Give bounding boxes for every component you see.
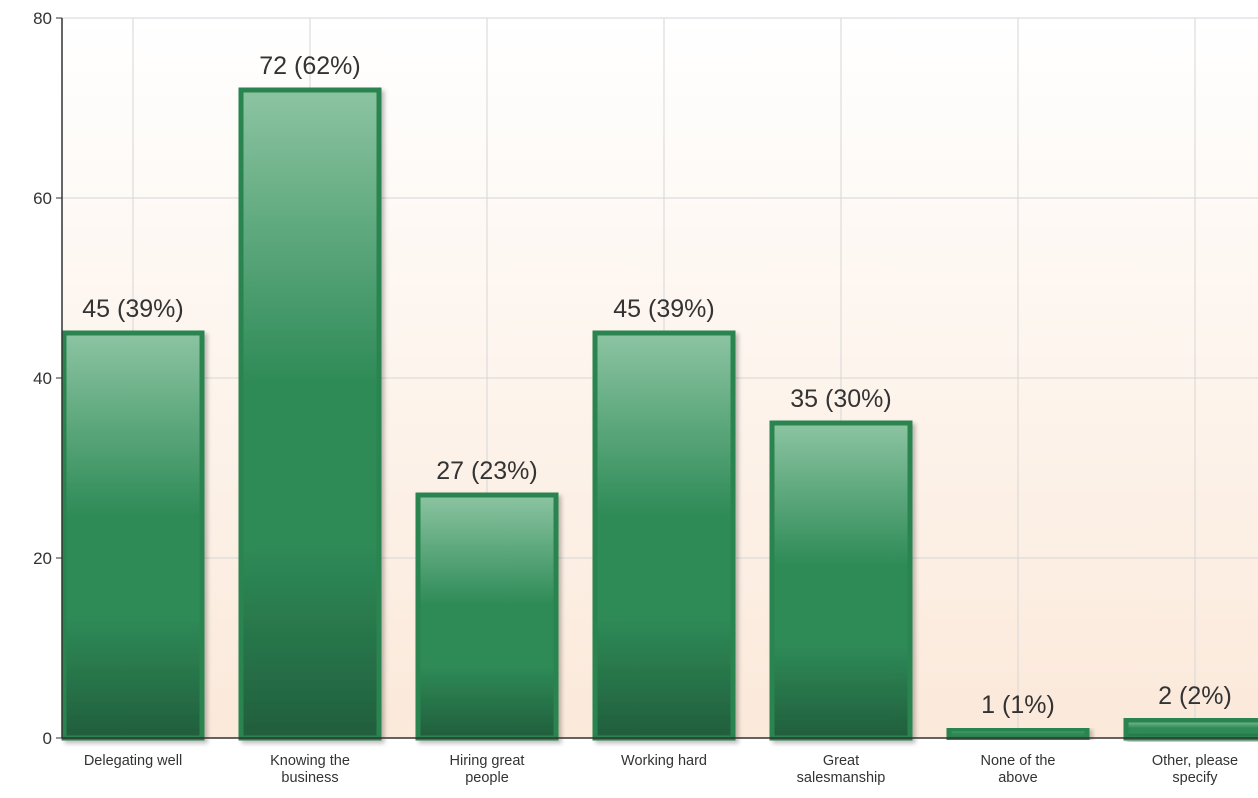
- bar: [769, 420, 913, 741]
- x-tick-label: Delegating well: [84, 753, 182, 769]
- bar: [238, 87, 382, 741]
- bar-data-label: 27 (23%): [436, 457, 537, 485]
- x-tick-label: None of the above: [981, 753, 1056, 786]
- bar: [61, 330, 205, 741]
- bar-data-label: 1 (1%): [981, 691, 1055, 719]
- x-tick-label: Great salesmanship: [797, 753, 886, 786]
- y-tick-label: 40: [33, 369, 52, 388]
- x-tick-label: Hiring great people: [450, 753, 525, 786]
- labels: 0 20 40 60 80 45 (39%) Delegating well 72 (62%)…: [33, 9, 1238, 786]
- bar-data-label: 35 (30%): [790, 385, 891, 413]
- y-tick-label: 0: [43, 729, 52, 748]
- bar: [1123, 717, 1258, 741]
- y-tick-label: 80: [33, 9, 52, 28]
- y-tick-label: 20: [33, 549, 52, 568]
- bar: [946, 726, 1090, 741]
- bar-data-label: 45 (39%): [82, 295, 183, 323]
- bar-data-label: 72 (62%): [259, 52, 360, 80]
- x-tick-label: Working hard: [621, 753, 707, 769]
- bar-data-label: 45 (39%): [613, 295, 714, 323]
- x-tick-label: Other, please specify: [1152, 753, 1238, 786]
- bar-data-label: 2 (2%): [1158, 682, 1232, 710]
- x-tick-label: Knowing the business: [270, 753, 350, 786]
- bar: [592, 330, 736, 741]
- y-tick-label: 60: [33, 189, 52, 208]
- bar: [415, 492, 559, 741]
- bars: [61, 87, 1258, 741]
- axes: [56, 17, 1258, 739]
